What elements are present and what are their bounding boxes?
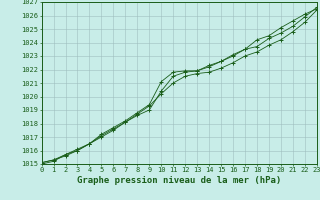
X-axis label: Graphe pression niveau de la mer (hPa): Graphe pression niveau de la mer (hPa) — [77, 176, 281, 185]
